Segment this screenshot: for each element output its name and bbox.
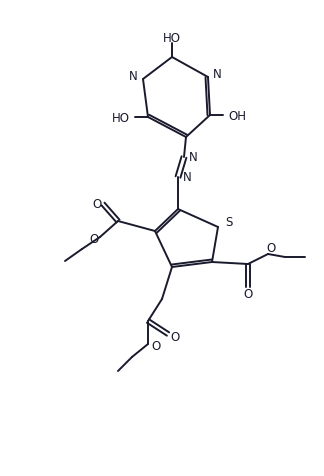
Text: N: N — [213, 68, 222, 80]
Text: O: O — [89, 233, 98, 246]
Text: O: O — [266, 242, 276, 255]
Text: N: N — [189, 151, 198, 164]
Text: O: O — [243, 288, 253, 301]
Text: HO: HO — [112, 111, 130, 124]
Text: N: N — [129, 69, 138, 82]
Text: N: N — [183, 171, 192, 184]
Text: HO: HO — [163, 31, 181, 44]
Text: O: O — [170, 331, 179, 344]
Text: S: S — [225, 216, 232, 229]
Text: O: O — [92, 198, 102, 211]
Text: O: O — [151, 340, 161, 353]
Text: OH: OH — [228, 109, 246, 122]
